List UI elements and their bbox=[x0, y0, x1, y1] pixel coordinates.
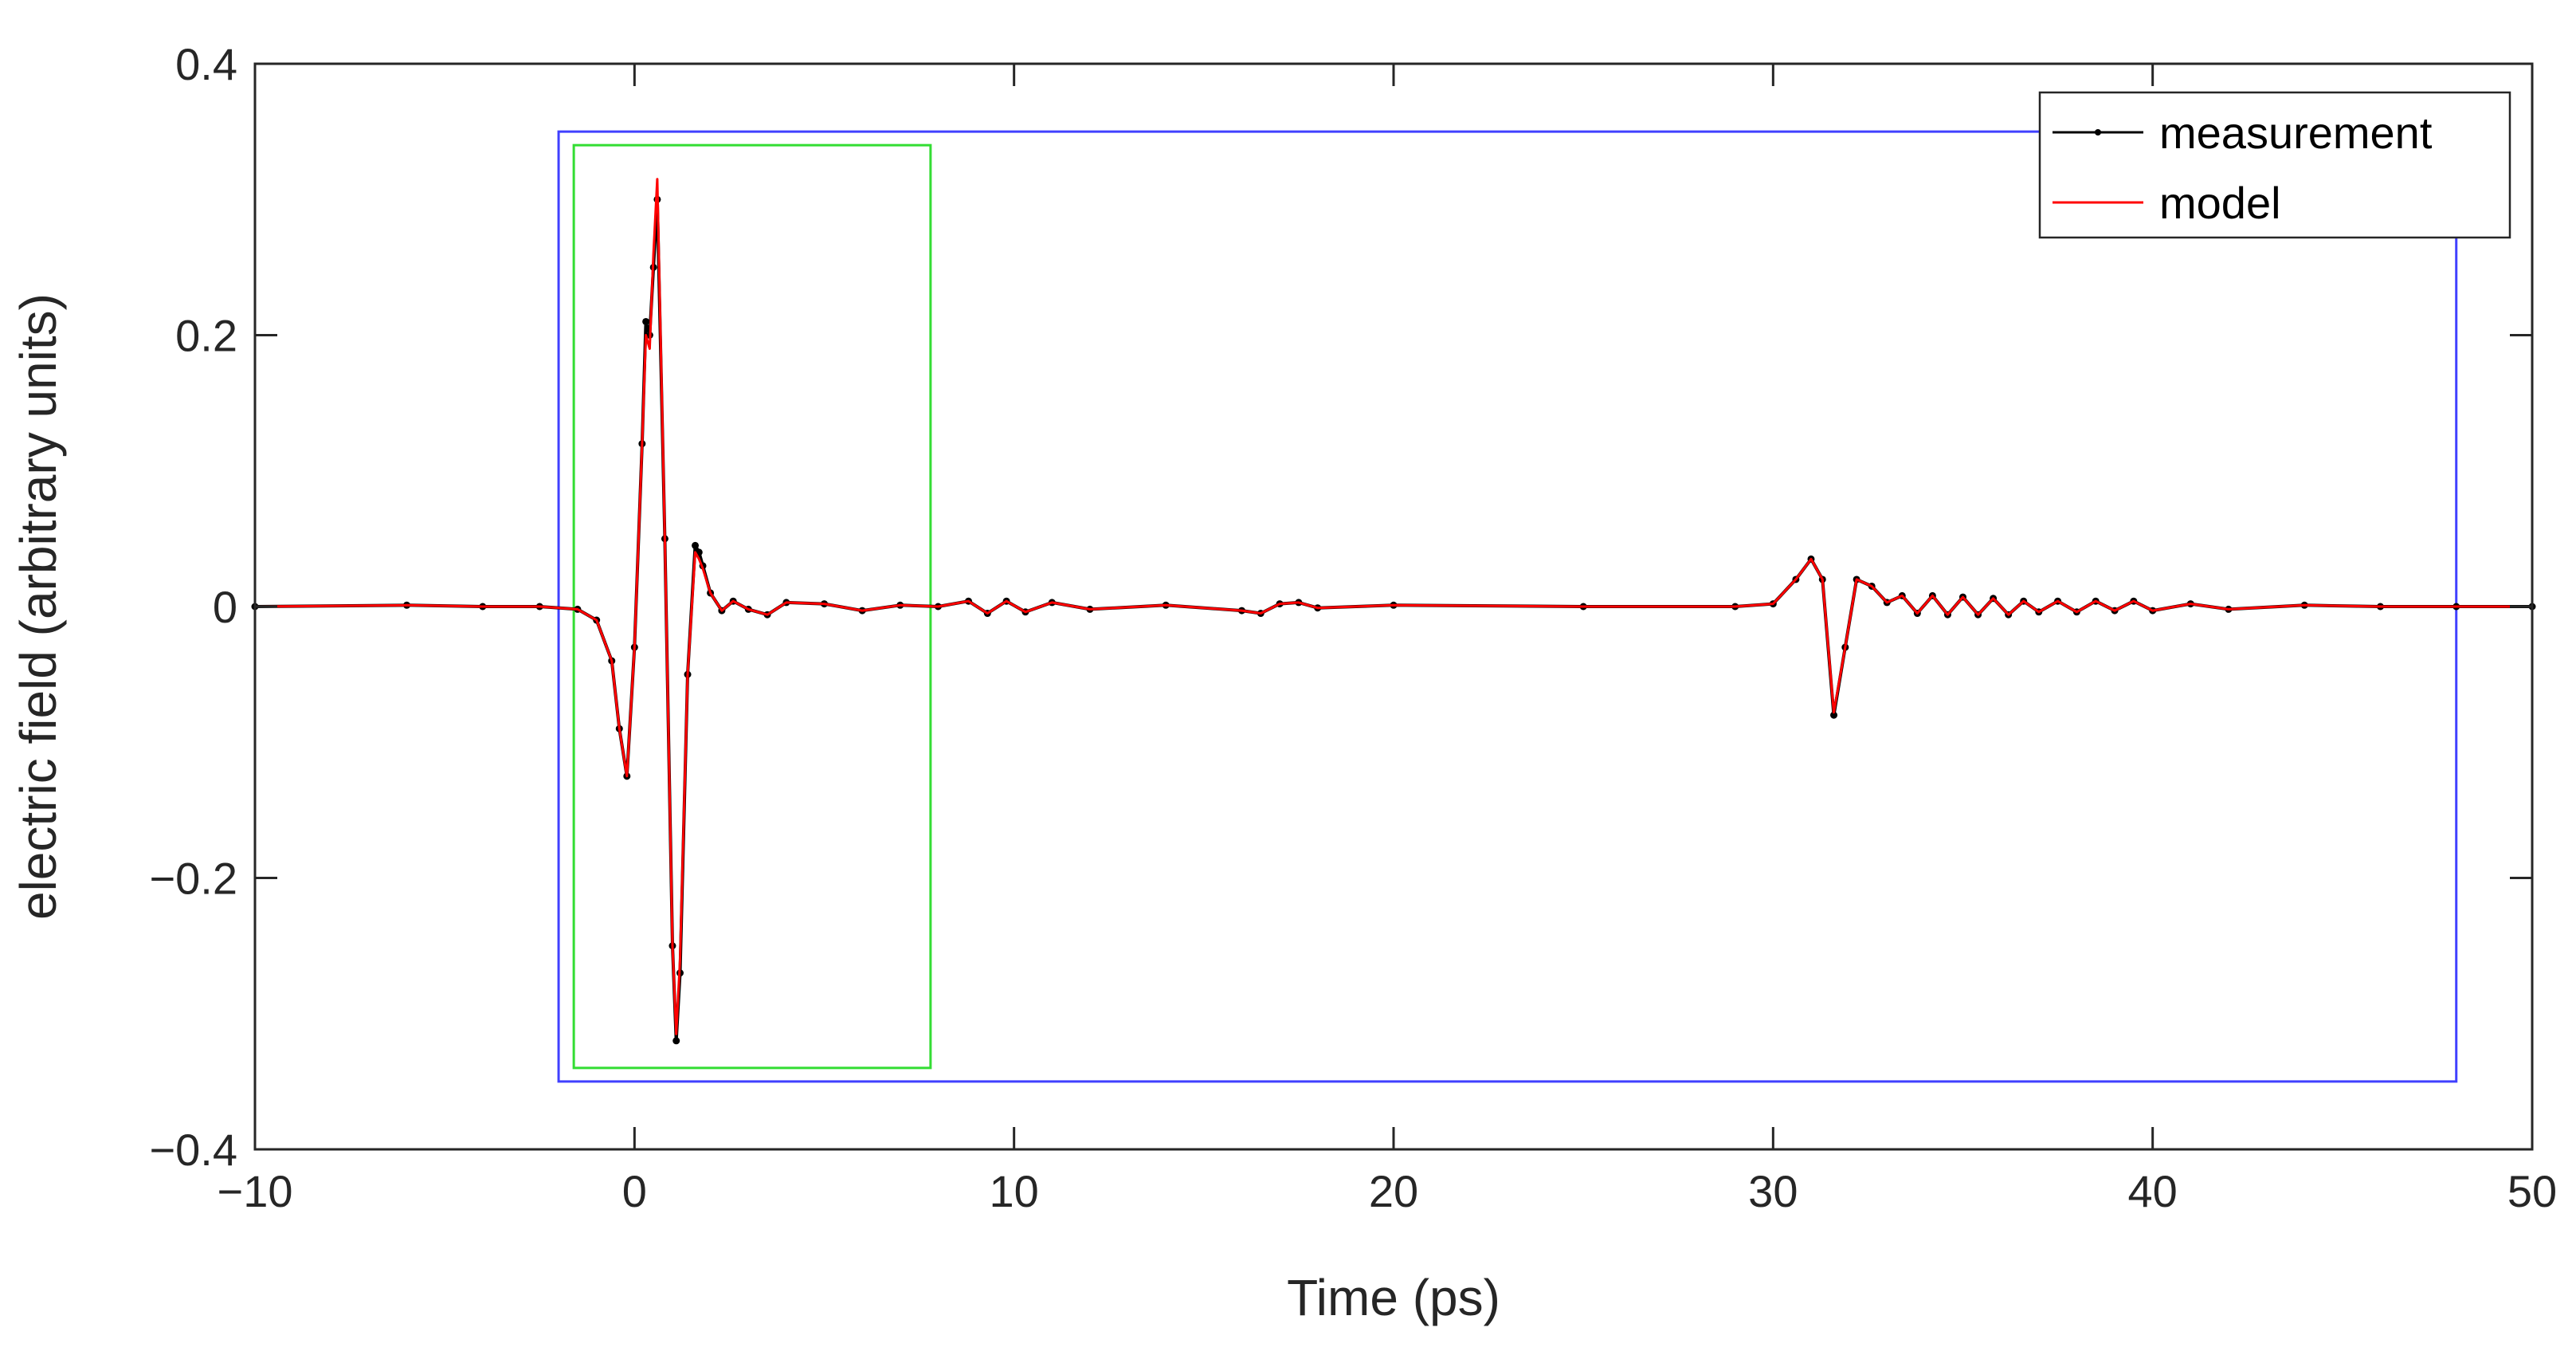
x-tick-label: 40 bbox=[2128, 1166, 2178, 1216]
legend: measurement model bbox=[2038, 91, 2511, 239]
x-tick-label: 10 bbox=[990, 1166, 1039, 1216]
series-layer bbox=[251, 178, 2536, 1045]
data-point bbox=[692, 541, 700, 549]
data-point bbox=[1830, 711, 1838, 719]
x-tick-label: 30 bbox=[1748, 1166, 1798, 1216]
x-tick-label: 50 bbox=[2507, 1166, 2557, 1216]
y-tick-label: 0 bbox=[213, 582, 237, 632]
legend-label-measurement: measurement bbox=[2159, 108, 2433, 158]
legend-marker-measurement bbox=[2095, 129, 2101, 135]
axis-ticks: −10 0 10 20 30 40 50 −0.4 −0.2 0 0.2 0.4 bbox=[149, 39, 2557, 1216]
x-tick-label: 0 bbox=[622, 1166, 647, 1216]
y-tick-label: −0.2 bbox=[149, 854, 237, 904]
y-tick-label: −0.4 bbox=[149, 1125, 237, 1175]
legend-label-model: model bbox=[2159, 178, 2281, 228]
data-point bbox=[642, 317, 650, 325]
y-tick-label: 0.4 bbox=[175, 39, 237, 89]
y-tick-label: 0.2 bbox=[175, 311, 237, 361]
y-axis-title: electric field (arbitrary units) bbox=[10, 293, 67, 920]
x-tick-label: 20 bbox=[1369, 1166, 1418, 1216]
legend-box bbox=[2038, 91, 2511, 239]
x-axis-title: Time (ps) bbox=[1287, 1269, 1500, 1326]
window-box-1 bbox=[572, 143, 932, 1070]
series-line-model bbox=[254, 178, 2532, 1035]
x-tick-label: −10 bbox=[218, 1166, 293, 1216]
series-markers-measurement bbox=[251, 195, 2536, 1045]
data-point bbox=[672, 1037, 680, 1045]
